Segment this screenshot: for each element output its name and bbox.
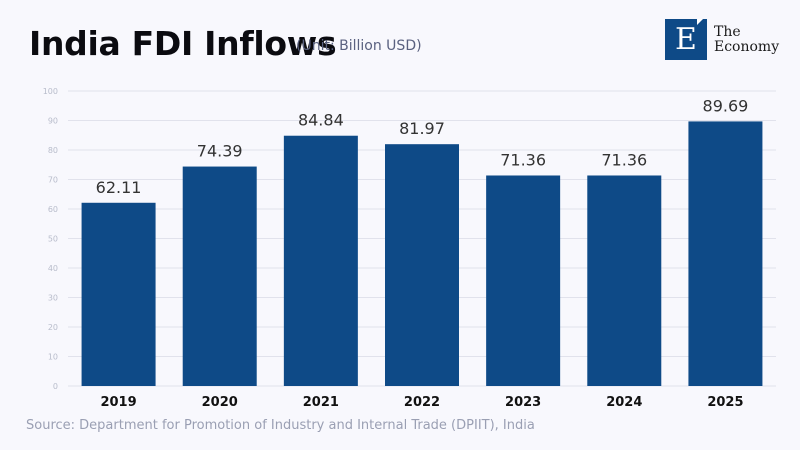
chart-unit-label: (Unit: Billion USD): [296, 38, 422, 54]
bar-2022: [385, 144, 459, 386]
chart-title: India FDI Inflows: [29, 24, 337, 63]
bars: [81, 121, 763, 387]
y-tick-label: 70: [48, 176, 58, 185]
bar-2023: [486, 175, 561, 386]
y-axis-ticks: 0 10 20 30 40 50 60 70 80 90 100: [43, 87, 58, 391]
logo-line-1: The: [714, 23, 741, 40]
y-tick-label: 30: [48, 294, 58, 303]
bar-2024: [587, 175, 662, 386]
value-label-2020: 74.39: [197, 142, 243, 161]
bar-2020: [182, 166, 257, 386]
value-label-2019: 62.11: [96, 178, 142, 197]
logo-e-icon: E: [665, 19, 707, 60]
x-tick-label-2019: 2019: [100, 395, 136, 410]
logo-line-2: Economy: [714, 38, 780, 55]
value-label-2021: 84.84: [298, 111, 344, 130]
x-tick-label-2025: 2025: [707, 395, 743, 410]
source-note: Source: Department for Promotion of Indu…: [26, 418, 535, 433]
logo-notch-shape: [697, 19, 703, 25]
y-tick-label: 40: [48, 264, 58, 273]
logo-wordmark: The Economy: [714, 23, 780, 55]
x-tick-label-2022: 2022: [404, 395, 440, 410]
x-tick-label-2024: 2024: [606, 395, 642, 410]
bar-2021: [283, 135, 358, 386]
value-label-2023: 71.36: [500, 150, 546, 169]
value-labels: 62.11 74.39 84.84 81.97 71.36 71.36 89.69: [96, 96, 749, 196]
y-tick-label: 90: [48, 117, 58, 126]
bar-2025: [688, 121, 763, 387]
logo-letter: E: [675, 21, 697, 57]
y-tick-label: 60: [48, 205, 58, 214]
value-label-2022: 81.97: [399, 119, 445, 138]
x-tick-label-2023: 2023: [505, 395, 541, 410]
y-tick-label: 20: [48, 323, 58, 332]
x-tick-label-2020: 2020: [202, 395, 238, 410]
bar-2019: [81, 202, 156, 386]
the-economy-logo: E The Economy: [665, 19, 779, 60]
value-label-2024: 71.36: [601, 150, 647, 169]
x-tick-label-2021: 2021: [303, 395, 339, 410]
x-axis-labels: 2019 2020 2021 2022 2023 2024 2025: [100, 395, 743, 410]
y-tick-label: 80: [48, 146, 58, 155]
y-tick-label: 50: [48, 235, 58, 244]
y-tick-label: 0: [53, 382, 58, 391]
y-tick-label: 10: [48, 353, 58, 362]
value-label-2025: 89.69: [703, 96, 749, 115]
y-tick-label: 100: [43, 87, 58, 96]
